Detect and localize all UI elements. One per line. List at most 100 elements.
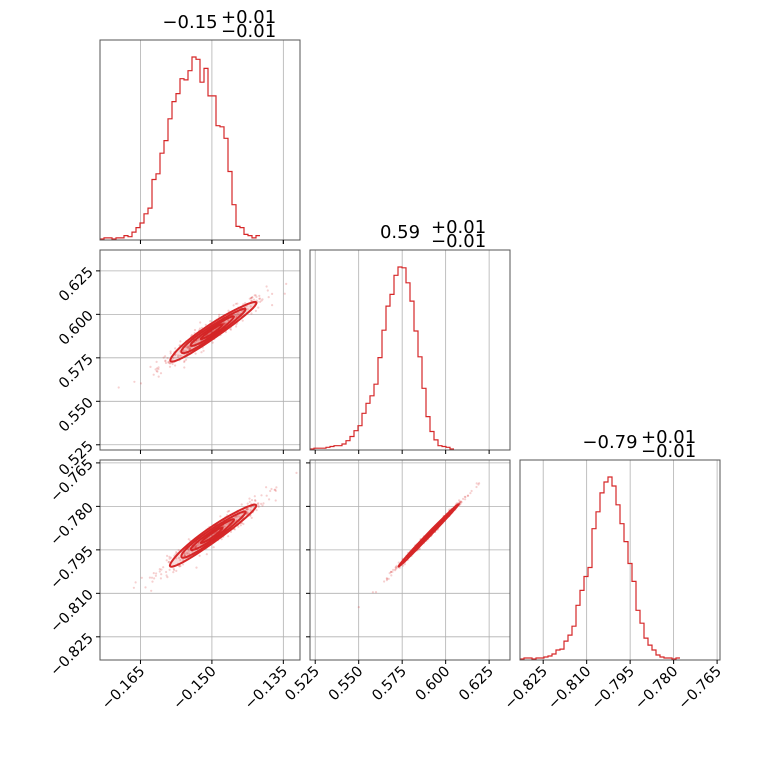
sample-point [154, 368, 157, 371]
sample-point [271, 304, 274, 307]
sample-point [261, 504, 264, 507]
sample-point [250, 499, 254, 502]
y-tick-label: −0.810 [48, 587, 97, 636]
sample-point [169, 352, 172, 355]
sample-point [240, 503, 243, 506]
sample-point [478, 482, 481, 485]
sample-point [189, 347, 192, 350]
sample-point [250, 516, 253, 520]
sample-point [242, 522, 245, 526]
sample-point [385, 577, 388, 580]
sample-point [168, 555, 171, 558]
sample-point [164, 361, 168, 365]
sample-point [179, 558, 182, 562]
y-tick-label: 0.575 [56, 351, 97, 392]
sample-point [260, 299, 263, 302]
sample-point [132, 586, 135, 589]
sample-point [148, 576, 151, 579]
sample-point [235, 314, 238, 317]
sample-point [403, 563, 406, 566]
sample-point [181, 563, 185, 566]
sample-point [257, 306, 260, 309]
sample-point [174, 364, 177, 367]
sample-point [394, 568, 397, 571]
sample-point [258, 294, 261, 297]
sample-point [183, 366, 186, 369]
histogram-1 [100, 56, 260, 240]
contour-level [180, 510, 247, 559]
x-tick-label: −0.150 [170, 664, 219, 713]
sample-point [185, 552, 188, 555]
sample-point [260, 494, 263, 497]
param-minus-1: −0.01 [221, 21, 276, 42]
sample-point [155, 369, 158, 373]
sample-point [459, 500, 462, 503]
sample-point [152, 572, 155, 575]
x-tick-label: 0.550 [326, 664, 367, 705]
sample-point [255, 509, 258, 512]
sample-point [117, 386, 120, 389]
sample-point [222, 322, 226, 325]
sample-point [199, 321, 202, 324]
sample-point [257, 504, 260, 507]
sample-point [134, 581, 137, 584]
sample-point [211, 341, 214, 344]
sample-point [254, 309, 257, 312]
sample-point [236, 313, 239, 316]
sample-point [249, 509, 252, 512]
sample-point [386, 577, 389, 580]
sample-point [212, 546, 215, 549]
sample-point [234, 302, 237, 305]
sample-point [177, 355, 180, 358]
sample-point [460, 501, 463, 504]
contour-level [180, 307, 247, 355]
sample-point [463, 495, 466, 498]
sample-point [198, 327, 202, 330]
y-tick-label: 0.550 [56, 395, 97, 436]
sample-point [186, 346, 190, 349]
sample-point [155, 360, 158, 363]
param-title-3: −0.79 [582, 432, 637, 453]
sample-point [220, 538, 223, 541]
sample-point [165, 559, 168, 562]
sample-point [152, 373, 155, 376]
sample-point [187, 552, 190, 555]
sample-point [187, 345, 190, 348]
sample-point [186, 344, 189, 348]
panel-frame [519, 459, 721, 661]
sample-point [175, 569, 178, 573]
sample-point [227, 522, 230, 525]
sample-point [394, 566, 397, 569]
sample-point [175, 551, 178, 554]
sample-point [251, 296, 254, 299]
sample-point [246, 308, 249, 311]
param-plus-2: +0.01 [431, 217, 486, 238]
sample-point [391, 570, 394, 574]
sample-point [139, 382, 143, 385]
sample-point [255, 295, 258, 298]
sample-point [195, 566, 198, 569]
sample-point [254, 294, 257, 297]
sample-point [395, 567, 398, 570]
sample-point [258, 297, 262, 300]
contour-level [189, 518, 236, 551]
sample-point [189, 346, 192, 350]
sample-point [223, 322, 226, 325]
sample-point [162, 356, 165, 359]
sample-point [266, 289, 269, 292]
panel-frame [309, 249, 511, 451]
sample-point [167, 360, 170, 363]
param-plus-1: +0.01 [221, 7, 276, 28]
sample-point [374, 591, 378, 594]
panel-frame [99, 39, 301, 241]
sample-point [270, 487, 273, 491]
sample-point [274, 488, 277, 491]
x-tick-label: −0.810 [545, 664, 594, 713]
sample-point [385, 579, 388, 582]
sample-point [187, 549, 191, 552]
sample-point [253, 495, 256, 498]
sample-point [462, 497, 465, 500]
sample-point [253, 294, 256, 297]
sample-point [133, 380, 136, 383]
sample-point [401, 564, 405, 567]
